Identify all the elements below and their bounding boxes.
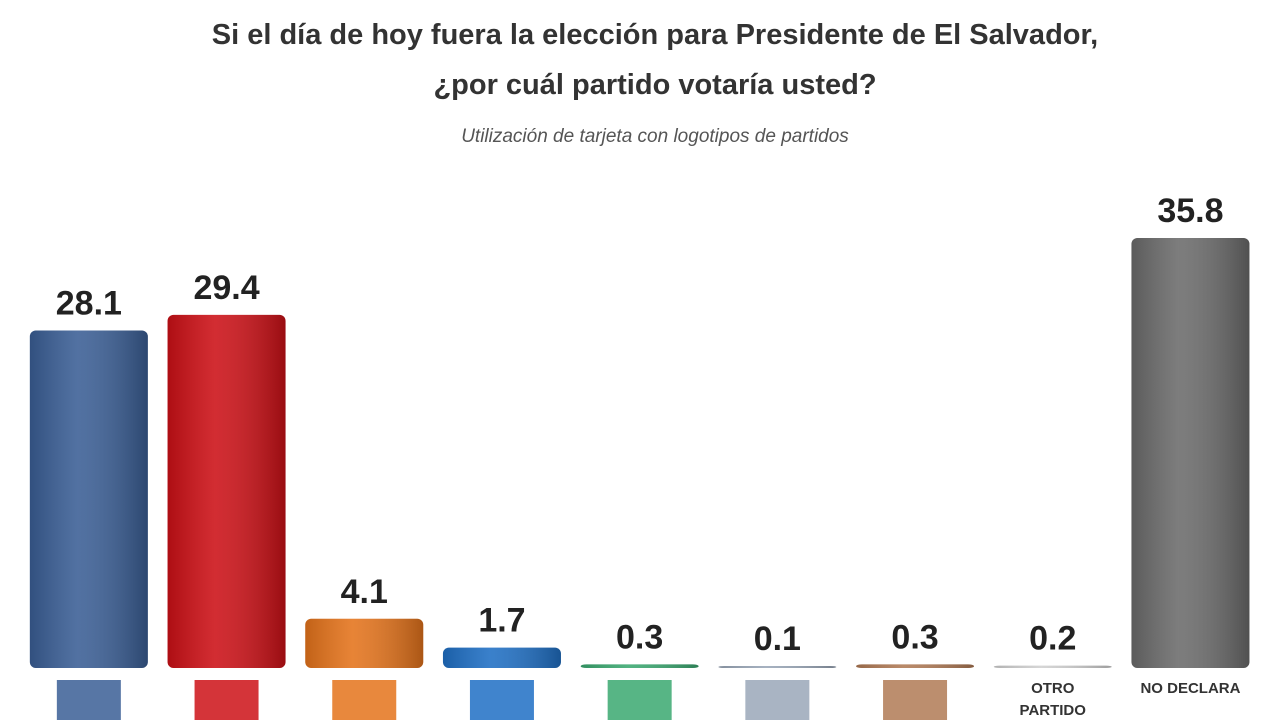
value-label: 0.3 <box>616 618 663 656</box>
value-label: 35.8 <box>1157 192 1223 230</box>
value-label: 1.7 <box>478 602 525 640</box>
value-label: 0.2 <box>1029 620 1076 658</box>
party-logo <box>607 680 672 720</box>
value-label: 0.1 <box>754 620 801 658</box>
party-logo <box>469 680 534 720</box>
category-label: NO DECLARA <box>1140 680 1241 697</box>
party-logo <box>194 680 259 720</box>
bar-shade <box>580 664 699 668</box>
bar-shade <box>29 330 148 668</box>
chart-title: Si el día de hoy fuera la elección para … <box>211 19 1099 101</box>
bar-shade <box>442 647 561 668</box>
bar-shade <box>305 618 424 668</box>
party-logo <box>56 680 121 720</box>
value-label: 29.4 <box>193 269 259 307</box>
bar-shade <box>993 665 1112 668</box>
party-logo <box>332 680 397 720</box>
bar-shade <box>718 666 837 668</box>
party-logo <box>883 680 948 720</box>
bar-shade <box>1131 238 1250 668</box>
value-label: 4.1 <box>341 573 388 611</box>
party-logo <box>745 680 810 720</box>
value-label: 0.3 <box>891 618 938 656</box>
chart-subtitle: Utilización de tarjeta con logotipos de … <box>461 126 849 147</box>
value-label: 28.1 <box>56 284 122 322</box>
category-label: OTRO PARTIDO <box>1019 680 1086 719</box>
bar-shade <box>856 664 975 668</box>
bar-shade <box>167 314 286 668</box>
